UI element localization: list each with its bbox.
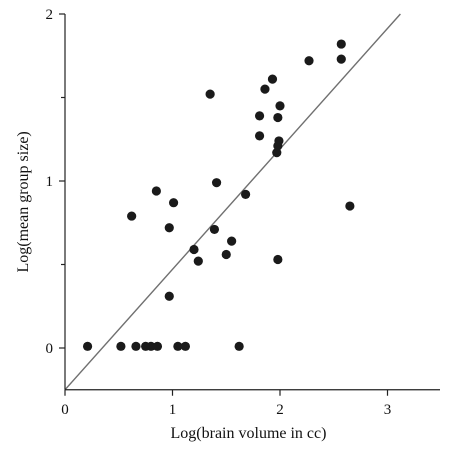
data-point xyxy=(336,54,346,64)
fit-line-layer xyxy=(64,13,401,391)
x-axis-tick-labels: 0 1 2 3 xyxy=(61,402,391,418)
x-tick-label: 3 xyxy=(384,402,392,418)
data-point xyxy=(267,74,278,84)
x-axis-ticks xyxy=(64,389,389,396)
data-point xyxy=(164,223,174,233)
data-point xyxy=(209,224,220,235)
data-point xyxy=(180,341,190,351)
x-tick-label: 2 xyxy=(276,402,284,418)
data-point xyxy=(275,101,285,111)
data-point xyxy=(82,341,93,351)
y-tick-label: 0 xyxy=(46,341,54,357)
x-tick-label: 0 xyxy=(61,402,69,418)
data-point xyxy=(168,198,179,208)
y-axis-tick-labels: 0 1 2 xyxy=(46,7,54,357)
data-point xyxy=(260,84,270,94)
data-point xyxy=(304,56,314,66)
y-tick-label: 2 xyxy=(46,7,54,23)
data-point xyxy=(234,341,244,351)
data-point xyxy=(336,39,346,49)
data-point xyxy=(273,254,283,265)
data-point xyxy=(164,291,174,301)
y-axis-title: Log(mean group size) xyxy=(15,131,32,272)
y-tick-label: 1 xyxy=(46,174,54,190)
data-point xyxy=(152,341,163,351)
fit-line xyxy=(64,13,401,391)
data-point xyxy=(146,341,156,351)
data-point xyxy=(254,131,265,141)
data-point xyxy=(131,341,141,351)
data-point xyxy=(221,249,231,260)
data-point xyxy=(211,178,222,188)
x-tick-label: 1 xyxy=(169,402,177,418)
data-point xyxy=(151,186,161,196)
x-axis-title: Log(brain volume in cc) xyxy=(171,425,327,442)
y-axis-ticks xyxy=(59,13,65,349)
data-point xyxy=(254,111,265,121)
data-point xyxy=(274,136,284,146)
data-point xyxy=(227,236,237,246)
data-point xyxy=(205,89,215,99)
data-point xyxy=(273,112,283,123)
data-point xyxy=(173,341,183,351)
data-point xyxy=(193,256,203,266)
data-point xyxy=(345,201,355,211)
data-points xyxy=(82,39,355,351)
data-point xyxy=(189,244,199,255)
data-point xyxy=(127,211,137,221)
axes xyxy=(64,14,440,391)
data-point xyxy=(116,341,126,351)
data-point xyxy=(241,189,251,199)
